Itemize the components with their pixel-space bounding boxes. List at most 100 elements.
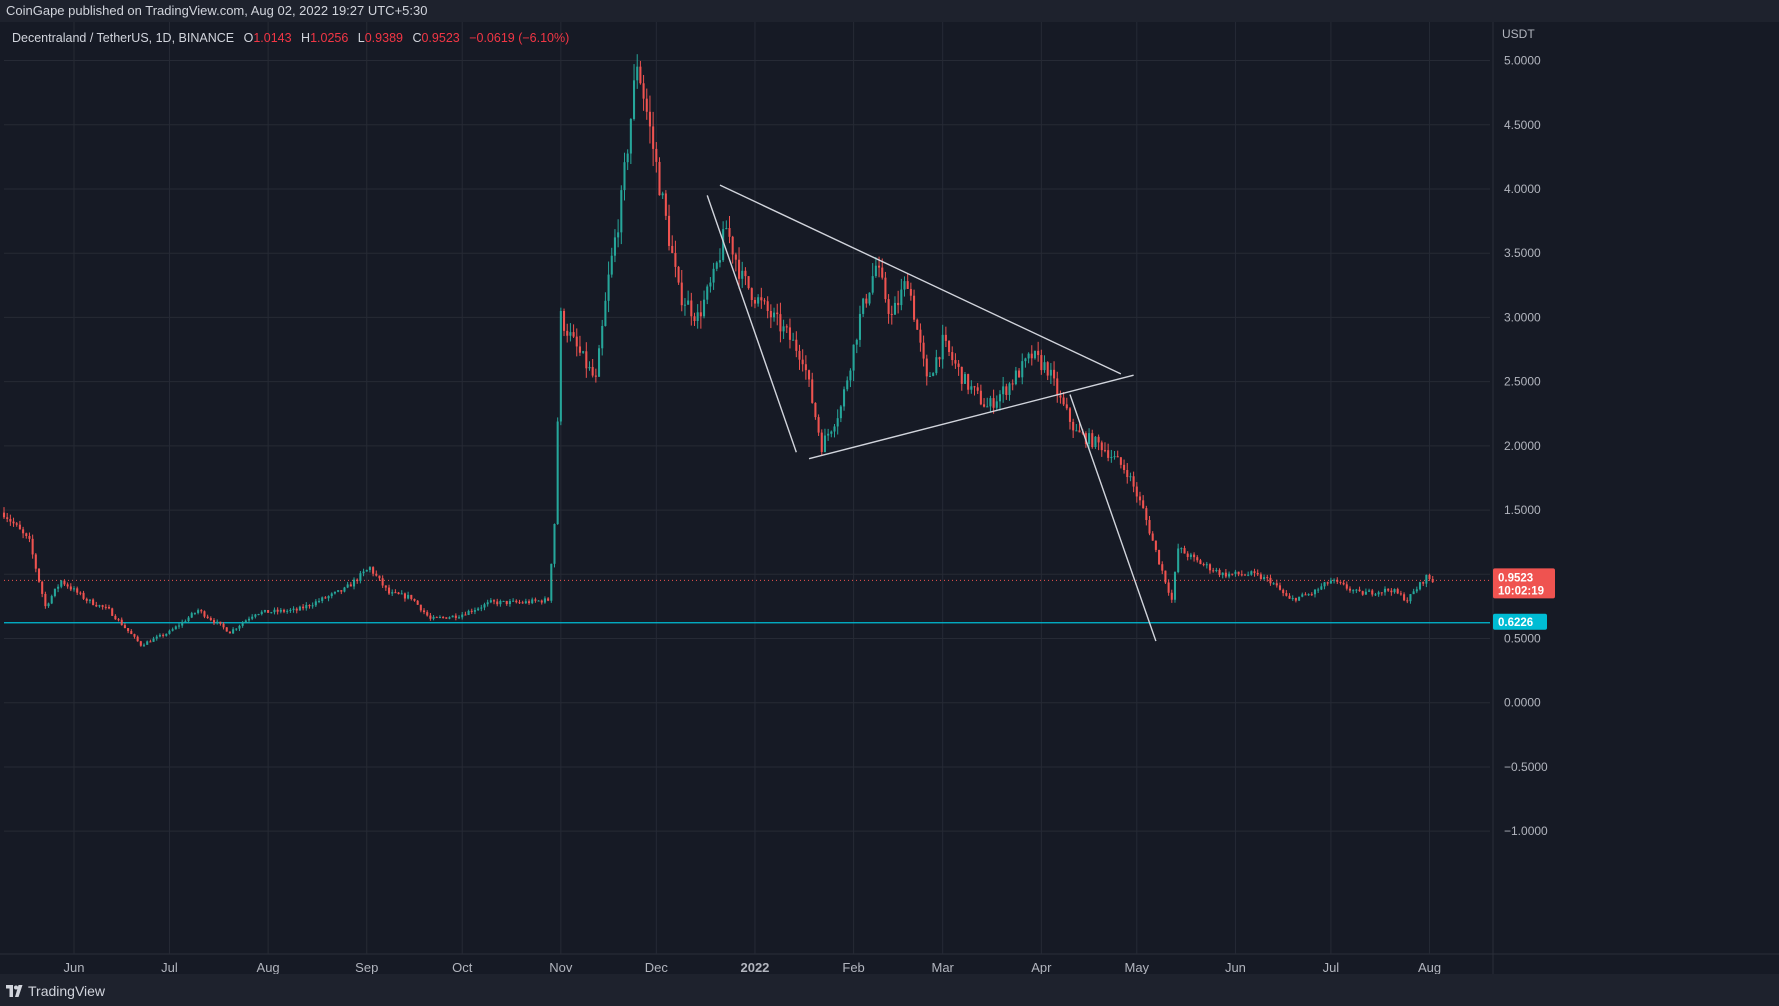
candle — [483, 602, 486, 611]
candle-body — [983, 404, 986, 407]
candle — [343, 586, 346, 593]
candle-body — [527, 601, 531, 604]
candle — [823, 428, 826, 453]
candle-body — [117, 619, 120, 621]
candle — [785, 324, 788, 333]
candle — [935, 349, 938, 376]
candle — [986, 397, 989, 408]
candle — [518, 599, 521, 604]
candle-body — [1100, 442, 1103, 451]
candle — [718, 248, 721, 268]
candle — [1294, 597, 1297, 603]
candle-body — [1186, 553, 1189, 557]
candle-body — [1393, 589, 1396, 593]
candle-body — [1339, 581, 1342, 583]
candle-body — [1352, 590, 1355, 592]
candle — [922, 335, 925, 367]
candle-body — [1428, 574, 1431, 580]
candle — [1132, 471, 1135, 493]
candle-body — [464, 614, 467, 616]
candle — [12, 517, 15, 527]
candle-body — [381, 578, 384, 586]
candle-body — [575, 336, 578, 347]
candle-body — [1403, 594, 1406, 601]
candle-body — [1196, 557, 1199, 561]
candle — [324, 596, 327, 599]
candle — [944, 326, 947, 348]
candle — [1154, 540, 1157, 553]
candle-body — [903, 281, 906, 290]
candle-body — [718, 260, 721, 263]
candle-body — [989, 398, 992, 407]
candle — [620, 185, 623, 245]
candle — [422, 608, 426, 615]
candle-body — [171, 629, 174, 631]
candle — [655, 142, 658, 173]
candle-body — [957, 363, 960, 367]
candle-body — [1151, 533, 1154, 541]
candle-body — [843, 389, 846, 407]
candle-body — [53, 588, 56, 597]
candle — [1415, 586, 1418, 594]
candle — [127, 628, 130, 634]
candle — [1326, 581, 1329, 586]
candle — [104, 604, 107, 610]
candle — [6, 513, 9, 523]
candle-body — [731, 236, 734, 255]
price-chart[interactable]: 5.0000 4.5000 4.0000 3.5000 3.0000 2.5000 2.00… — [0, 22, 1779, 974]
candle-body — [88, 599, 91, 601]
candle — [44, 591, 47, 609]
candle-body — [1304, 594, 1307, 596]
candle-body — [741, 270, 744, 279]
candle — [1196, 555, 1199, 563]
price-tick-label: 3.5000 — [1504, 246, 1541, 260]
candle-body — [913, 295, 916, 320]
candle-body — [680, 282, 683, 306]
candle-body — [909, 288, 912, 296]
candle — [158, 633, 161, 638]
candle — [753, 297, 756, 309]
candle-body — [868, 292, 871, 304]
candle — [120, 617, 123, 626]
candle-body — [407, 594, 410, 599]
candle-body — [588, 366, 591, 369]
candle-body — [375, 573, 378, 576]
candle — [327, 595, 330, 602]
candle-body — [6, 517, 9, 519]
candle — [1148, 516, 1151, 536]
candle — [1393, 588, 1396, 594]
trendline — [706, 195, 797, 453]
candle — [1409, 594, 1412, 604]
candle-body — [979, 390, 982, 405]
tradingview-logo[interactable]: TradingView — [6, 983, 105, 999]
time-tick-label: Apr — [1031, 960, 1052, 974]
candle — [1352, 589, 1355, 594]
candle-body — [890, 313, 893, 315]
candle — [9, 514, 12, 526]
time-tick-label: Oct — [452, 960, 473, 974]
candle-body — [451, 615, 454, 618]
candle-body — [664, 193, 667, 216]
candle — [1043, 355, 1046, 373]
candle — [1291, 595, 1294, 601]
candle — [187, 616, 190, 624]
candle — [181, 619, 184, 628]
candle — [1021, 353, 1024, 385]
candle — [260, 610, 263, 616]
candle-body — [976, 387, 979, 391]
trendline — [808, 374, 1134, 460]
candle-body — [247, 618, 251, 621]
candle-body — [960, 366, 963, 384]
candle — [585, 342, 588, 378]
candle — [228, 631, 231, 634]
candle-body — [973, 386, 976, 388]
candle-body — [582, 351, 585, 353]
candle — [1396, 587, 1399, 595]
time-tick-label: Dec — [645, 960, 669, 974]
candle-body — [1336, 579, 1339, 582]
candle — [57, 584, 60, 593]
candle — [820, 429, 823, 456]
candle — [693, 312, 696, 326]
candle — [550, 563, 553, 603]
candle — [31, 534, 34, 559]
